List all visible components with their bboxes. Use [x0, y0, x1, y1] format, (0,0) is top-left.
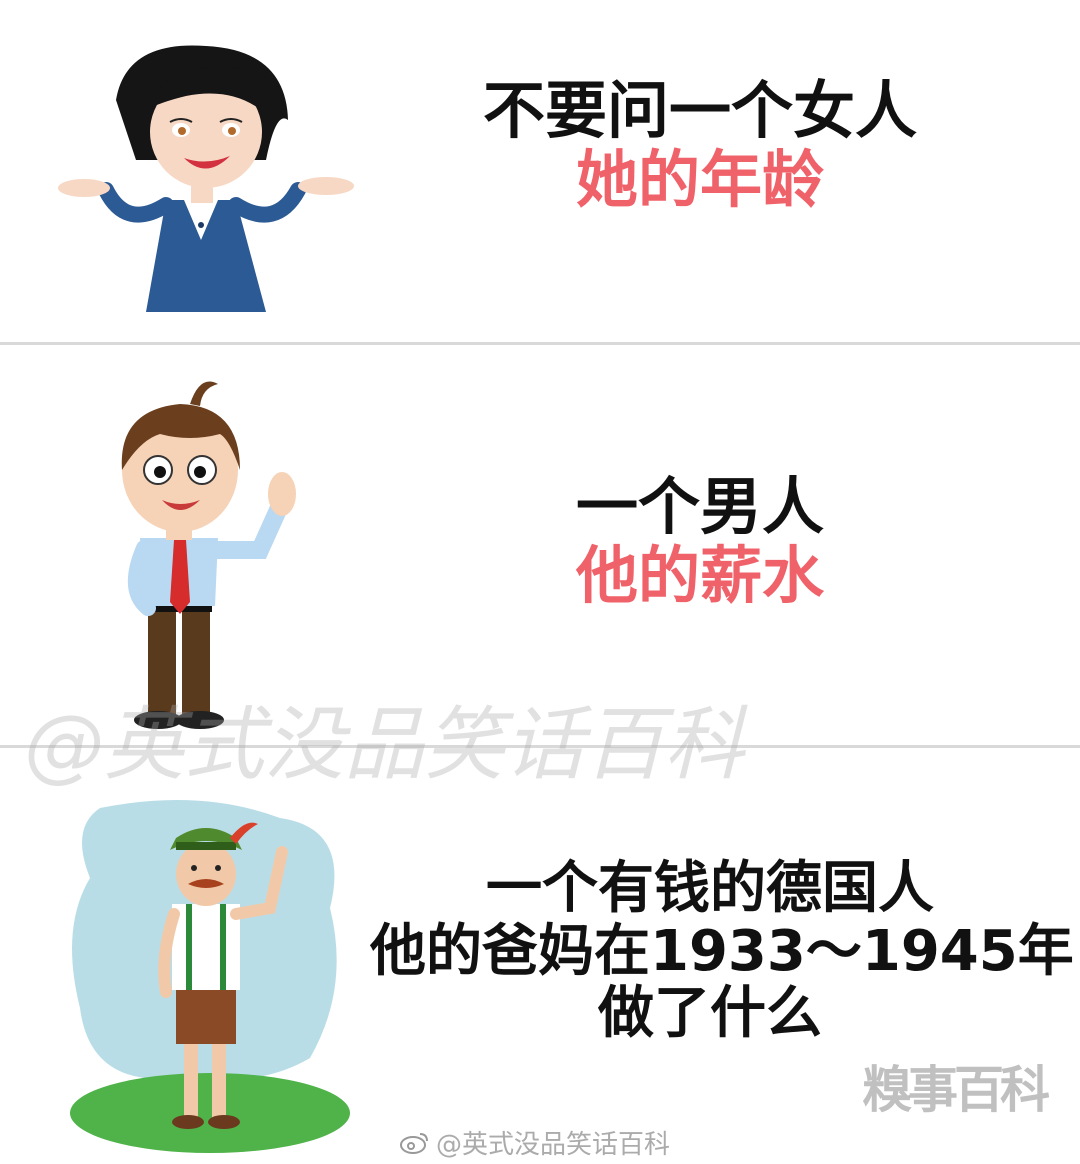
caption-man: 一个男人 他的薪水 [420, 472, 980, 611]
caption-line-2: 他的爸妈在1933～1945年 [370, 918, 1074, 984]
weibo-icon [400, 1132, 428, 1154]
panel-woman: 不要问一个女人 她的年龄 [0, 0, 1080, 342]
caption-line-3: 做了什么 [598, 981, 822, 1047]
caption-german-man: 一个有钱的德国人 他的爸妈在1933～1945年 做了什么 [370, 856, 1074, 1047]
german-man-figure-icon [70, 800, 350, 1153]
watermark-center: @英式没品笑话百科 [24, 698, 744, 791]
caption-line-1: 一个男人 [575, 470, 824, 543]
caption-line-2: 他的薪水 [575, 539, 824, 613]
panel-german-man: 一个有钱的德国人 他的爸妈在1933～1945年 做了什么 [0, 748, 1080, 1164]
caption-woman: 不要问一个女人 她的年龄 [420, 76, 980, 215]
woman-figure-icon [58, 45, 354, 312]
watermark-bottom-text: @英式没品笑话百科 [436, 1130, 671, 1160]
man-figure-icon [121, 381, 296, 729]
watermark-logo: 糗事百科 [862, 1061, 1050, 1119]
watermark-bottom: @英式没品笑话百科 [400, 1124, 670, 1161]
divider [0, 342, 1080, 345]
panel-man: 一个男人 他的薪水 [0, 345, 1080, 745]
divider [0, 745, 1080, 748]
caption-line-2: 她的年龄 [575, 143, 824, 217]
caption-line-1: 一个有钱的德国人 [486, 856, 934, 921]
caption-line-1: 不要问一个女人 [482, 74, 917, 147]
